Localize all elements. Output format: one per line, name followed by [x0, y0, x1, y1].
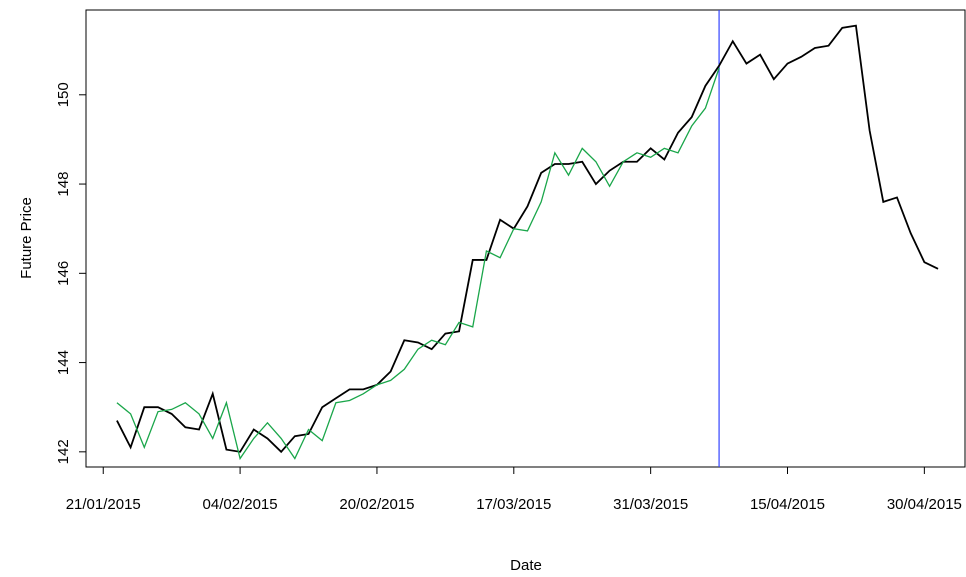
x-tick-label: 17/03/2015	[476, 496, 551, 513]
x-tick-label: 15/04/2015	[750, 496, 825, 513]
x-tick-label: 30/04/2015	[887, 496, 962, 513]
x-axis-label: Date	[510, 557, 542, 574]
y-tick-label: 142	[55, 439, 72, 464]
y-tick-label: 144	[55, 350, 72, 375]
y-tick-label: 148	[55, 172, 72, 197]
x-tick-label: 21/01/2015	[66, 496, 141, 513]
y-tick-label: 146	[55, 261, 72, 286]
x-tick-label: 31/03/2015	[613, 496, 688, 513]
y-axis-label: Future Price	[18, 197, 35, 279]
series-line	[116, 24, 939, 454]
x-tick-label: 04/02/2015	[203, 496, 278, 513]
plot-frame	[85, 9, 966, 468]
x-tick-label: 20/02/2015	[339, 496, 414, 513]
series-line	[116, 67, 720, 461]
y-tick-label: 150	[55, 82, 72, 107]
